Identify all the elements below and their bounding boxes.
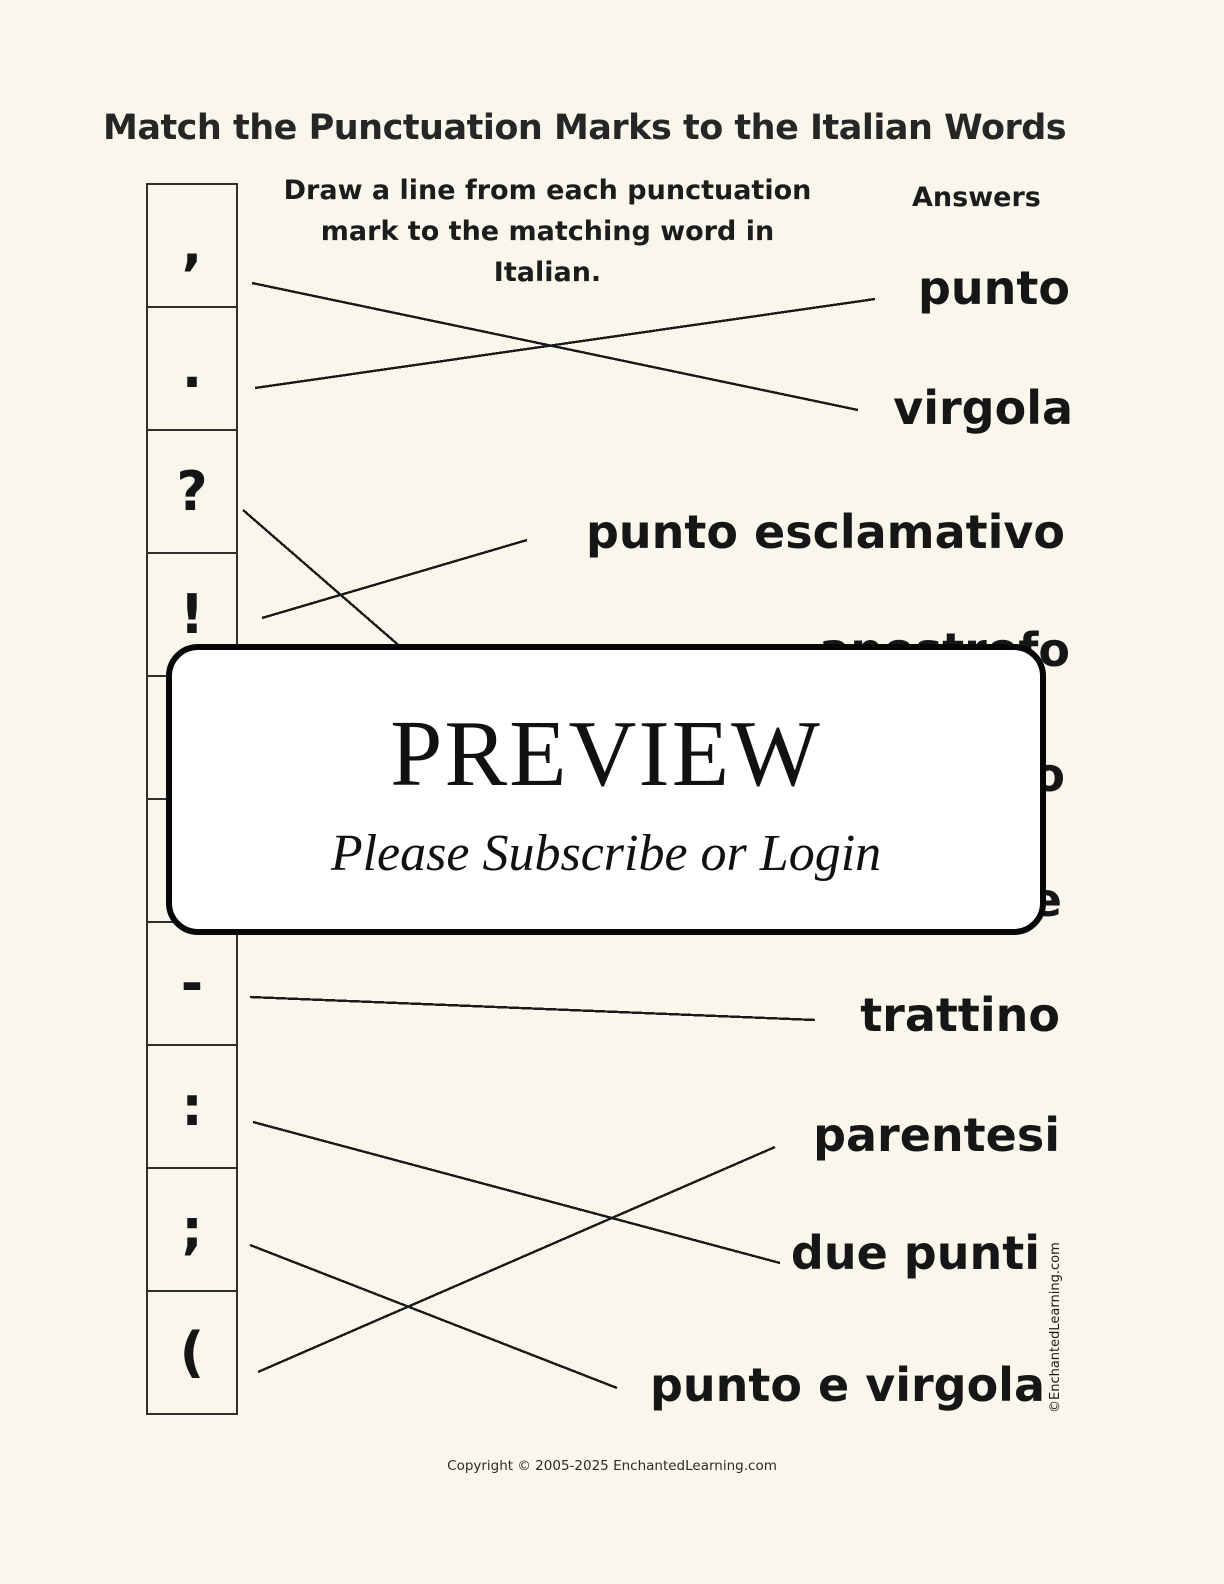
punctuation-cell-comma: , <box>146 183 238 308</box>
answer-line <box>257 1145 776 1374</box>
preview-heading: PREVIEW <box>390 702 822 806</box>
footer-copyright: Copyright © 2005-2025 EnchantedLearning.… <box>447 1458 777 1474</box>
punctuation-cell-dash: - <box>146 921 238 1046</box>
answer-line <box>261 538 528 620</box>
punctuation-cell-question-mark: ? <box>146 429 238 554</box>
italian-word-parentesi: parentesi <box>813 1108 1060 1162</box>
preview-subscribe-login-text[interactable]: Please Subscribe or Login <box>330 825 882 882</box>
italian-word-punto-esclamativo: punto esclamativo <box>585 505 1065 559</box>
punctuation-cell-period: . <box>146 306 238 431</box>
answer-line <box>252 1120 781 1265</box>
answer-line <box>249 1243 618 1390</box>
instructions-line-2: mark to the matching word in Italian. <box>320 216 775 288</box>
italian-word-due-punti: due punti <box>790 1226 1040 1280</box>
answer-line <box>254 297 876 390</box>
instructions-text: Draw a line from each punctuation mark t… <box>265 170 830 293</box>
answers-heading: Answers <box>912 182 1041 213</box>
instructions-line-1: Draw a line from each punctuation <box>283 175 812 206</box>
punctuation-cell-colon: : <box>146 1044 238 1169</box>
punctuation-cell-semicolon: ; <box>146 1167 238 1292</box>
answer-line <box>249 995 816 1022</box>
italian-word-trattino: trattino <box>860 988 1060 1042</box>
punctuation-cell-parenthesis: ( <box>146 1290 238 1415</box>
italian-word-virgola: virgola <box>893 381 1073 435</box>
side-credit-vertical: ©EnchantedLearning.com <box>1048 1242 1063 1413</box>
answer-line <box>251 281 859 412</box>
page-title: Match the Punctuation Marks to the Itali… <box>103 108 1067 148</box>
italian-word-punto-e-virgola: punto e virgola <box>649 1358 1045 1412</box>
italian-word-punto: punto <box>917 261 1070 315</box>
